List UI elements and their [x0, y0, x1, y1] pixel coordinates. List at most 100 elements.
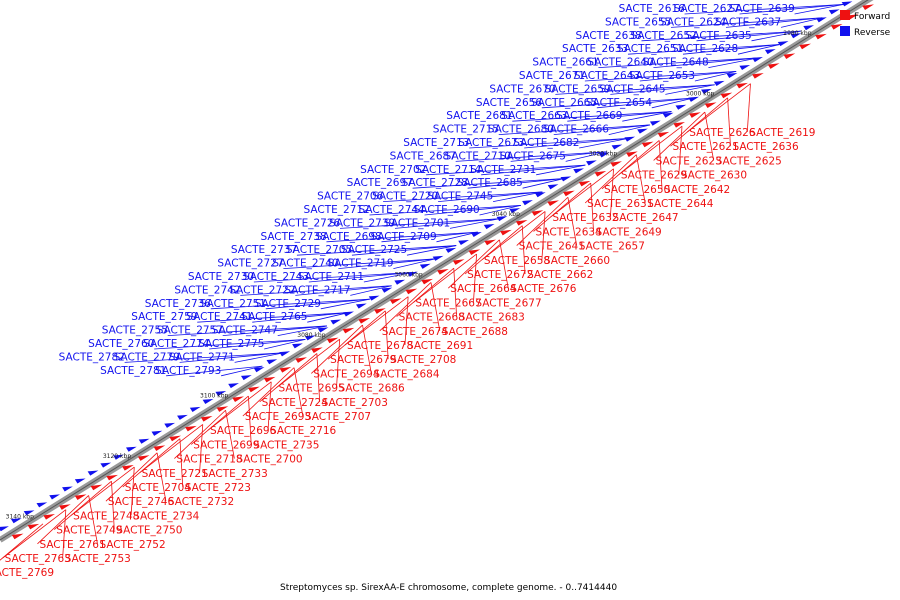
reverse-gene-label[interactable]: SACTE_2637 — [715, 16, 781, 28]
reverse-gene-label[interactable]: SACTE_2741 — [186, 311, 252, 323]
reverse-gene-label[interactable]: SACTE_2709 — [370, 231, 436, 243]
reverse-gene-label[interactable]: SACTE_2759 — [131, 311, 197, 323]
forward-gene-label[interactable]: SACTE_2763 — [5, 553, 71, 565]
reverse-gene-label[interactable]: SACTE_2710 — [445, 150, 511, 162]
forward-gene-label[interactable]: SACTE_2650 — [604, 184, 670, 196]
reverse-gene-label[interactable]: SACTE_2728 — [402, 177, 468, 189]
reverse-gene-label[interactable]: SACTE_2714 — [415, 164, 482, 176]
reverse-gene-label[interactable]: SACTE_2701 — [384, 217, 450, 229]
forward-gene-label[interactable]: SACTE_2735 — [253, 439, 319, 451]
forward-gene-label[interactable]: SACTE_2769 — [0, 567, 54, 579]
reverse-gene-label[interactable]: SACTE_2656 — [476, 97, 543, 109]
forward-gene-label[interactable]: SACTE_2716 — [270, 425, 337, 437]
forward-gene-label[interactable]: SACTE_2721 — [142, 468, 208, 480]
reverse-gene-label[interactable]: SACTE_2675 — [500, 150, 566, 162]
reverse-gene-label[interactable]: SACTE_2673 — [458, 137, 524, 149]
forward-gene-label[interactable]: SACTE_2619 — [749, 127, 815, 139]
forward-gene-label[interactable]: SACTE_2623 — [656, 155, 722, 167]
reverse-gene-label[interactable]: SACTE_2680 — [488, 124, 554, 136]
reverse-gene-label[interactable]: SACTE_2659 — [544, 83, 610, 95]
reverse-gene-label[interactable]: SACTE_2627 — [674, 3, 740, 15]
reverse-gene-label[interactable]: SACTE_2687 — [390, 150, 456, 162]
reverse-gene-label[interactable]: SACTE_2635 — [686, 30, 752, 42]
reverse-gene-label[interactable]: SACTE_2652 — [631, 30, 697, 42]
forward-gene-label[interactable]: SACTE_2641 — [519, 241, 585, 253]
reverse-gene-label[interactable]: SACTE_2757 — [157, 325, 223, 337]
reverse-gene-label[interactable]: SACTE_2739 — [329, 217, 395, 229]
reverse-gene-label[interactable]: SACTE_2751 — [200, 298, 266, 310]
reverse-gene-label[interactable]: SACTE_2760 — [88, 338, 154, 350]
reverse-gene-label[interactable]: SACTE_2729 — [255, 298, 321, 310]
reverse-gene-label[interactable]: SACTE_2690 — [414, 204, 480, 216]
reverse-gene-label[interactable]: SACTE_2731 — [470, 164, 536, 176]
reverse-gene-label[interactable]: SACTE_2730 — [188, 271, 254, 283]
forward-gene-label[interactable]: SACTE_2649 — [596, 226, 662, 238]
forward-gene-label[interactable]: SACTE_2634 — [536, 226, 603, 238]
forward-gene-label[interactable]: SACTE_2750 — [116, 525, 182, 537]
reverse-gene-label[interactable]: SACTE_2663 — [501, 110, 567, 122]
forward-gene-label[interactable]: SACTE_2679 — [330, 354, 396, 366]
reverse-gene-label[interactable]: SACTE_2685 — [457, 177, 523, 189]
reverse-gene-label[interactable]: SACTE_2774 — [143, 338, 210, 350]
forward-gene-label[interactable]: SACTE_2630 — [681, 170, 747, 182]
forward-gene-label[interactable]: SACTE_2672 — [467, 269, 533, 281]
forward-gene-label[interactable]: SACTE_2688 — [442, 326, 508, 338]
forward-gene-label[interactable]: SACTE_2626 — [689, 127, 756, 139]
reverse-gene-label[interactable]: SACTE_2653 — [629, 70, 695, 82]
reverse-gene-label[interactable]: SACTE_2702 — [360, 164, 426, 176]
forward-gene-label[interactable]: SACTE_2704 — [125, 482, 192, 494]
reverse-gene-label[interactable]: SACTE_2725 — [341, 244, 407, 256]
reverse-gene-label[interactable]: SACTE_2719 — [327, 258, 393, 270]
reverse-gene-label[interactable]: SACTE_2747 — [212, 325, 278, 337]
forward-gene-label[interactable]: SACTE_2631 — [587, 198, 653, 210]
forward-gene-label[interactable]: SACTE_2694 — [313, 368, 380, 380]
forward-gene-label[interactable]: SACTE_2724 — [262, 397, 329, 409]
forward-gene-label[interactable]: SACTE_2662 — [527, 269, 593, 281]
forward-gene-label[interactable]: SACTE_2718 — [176, 454, 242, 466]
reverse-gene-label[interactable]: SACTE_2743 — [243, 271, 309, 283]
reverse-gene-label[interactable]: SACTE_2775 — [198, 338, 264, 350]
reverse-gene-label[interactable]: SACTE_2665 — [531, 97, 597, 109]
reverse-gene-label[interactable]: SACTE_2638 — [576, 30, 642, 42]
reverse-gene-label[interactable]: SACTE_2781 — [100, 365, 166, 377]
forward-gene-label[interactable]: SACTE_2693 — [245, 411, 311, 423]
reverse-gene-label[interactable]: SACTE_2779 — [114, 351, 180, 363]
forward-gene-label[interactable]: SACTE_2629 — [621, 170, 687, 182]
reverse-gene-label[interactable]: SACTE_2713 — [403, 137, 469, 149]
forward-gene-label[interactable]: SACTE_2668 — [399, 312, 465, 324]
reverse-gene-label[interactable]: SACTE_2633 — [562, 43, 628, 55]
forward-gene-label[interactable]: SACTE_2734 — [133, 510, 200, 522]
reverse-gene-label[interactable]: SACTE_2670 — [489, 83, 555, 95]
reverse-gene-label[interactable]: SACTE_2697 — [347, 177, 413, 189]
forward-gene-label[interactable]: SACTE_2699 — [193, 439, 259, 451]
reverse-gene-label[interactable]: SACTE_2745 — [427, 191, 493, 203]
reverse-gene-label[interactable]: SACTE_2742 — [174, 284, 240, 296]
forward-gene-label[interactable]: SACTE_2723 — [185, 482, 251, 494]
reverse-gene-label[interactable]: SACTE_2744 — [359, 204, 426, 216]
reverse-gene-label[interactable]: SACTE_2712 — [304, 204, 370, 216]
reverse-gene-label[interactable]: SACTE_2705 — [286, 244, 352, 256]
forward-gene-label[interactable]: SACTE_2696 — [210, 425, 277, 437]
forward-gene-label[interactable]: SACTE_2749 — [56, 525, 122, 537]
reverse-gene-label[interactable]: SACTE_2782 — [59, 351, 125, 363]
reverse-gene-label[interactable]: SACTE_2711 — [298, 271, 364, 283]
forward-gene-label[interactable]: SACTE_2678 — [347, 340, 413, 352]
reverse-gene-label[interactable]: SACTE_2771 — [169, 351, 235, 363]
reverse-gene-label[interactable]: SACTE_2648 — [642, 57, 708, 69]
reverse-gene-label[interactable]: SACTE_2737 — [231, 244, 297, 256]
forward-gene-label[interactable]: SACTE_2686 — [339, 383, 406, 395]
reverse-gene-label[interactable]: SACTE_2651 — [617, 43, 683, 55]
reverse-gene-label[interactable]: SACTE_2639 — [729, 3, 795, 15]
forward-gene-label[interactable]: SACTE_2684 — [373, 368, 440, 380]
forward-gene-label[interactable]: SACTE_2748 — [73, 510, 139, 522]
forward-gene-label[interactable]: SACTE_2761 — [39, 539, 105, 551]
reverse-gene-label[interactable]: SACTE_2793 — [155, 365, 221, 377]
reverse-gene-label[interactable]: SACTE_2654 — [586, 97, 653, 109]
reverse-gene-label[interactable]: SACTE_2726 — [274, 217, 341, 229]
reverse-gene-label[interactable]: SACTE_2740 — [272, 258, 338, 270]
forward-gene-label[interactable]: SACTE_2621 — [672, 141, 738, 153]
reverse-gene-label[interactable]: SACTE_2715 — [433, 124, 499, 136]
forward-gene-label[interactable]: SACTE_2642 — [664, 184, 730, 196]
reverse-gene-label[interactable]: SACTE_2682 — [513, 137, 579, 149]
